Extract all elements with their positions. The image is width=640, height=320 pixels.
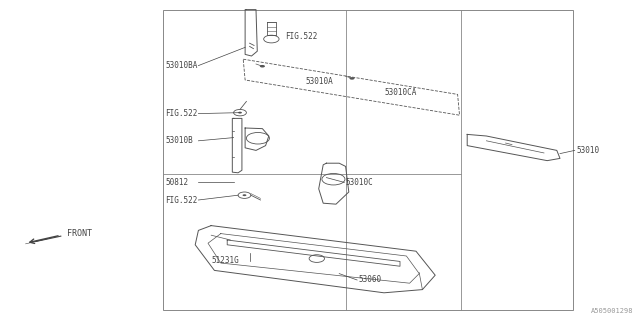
- Text: 51231G: 51231G: [211, 256, 239, 265]
- Text: 53010B: 53010B: [165, 136, 193, 145]
- Text: 53010BA: 53010BA: [165, 61, 198, 70]
- Circle shape: [349, 77, 355, 80]
- Text: 53010CA: 53010CA: [384, 88, 417, 97]
- Circle shape: [243, 194, 246, 196]
- Bar: [163, 10, 573, 310]
- Circle shape: [260, 65, 265, 68]
- Text: FIG.522: FIG.522: [165, 109, 198, 118]
- Text: A505001298: A505001298: [591, 308, 634, 314]
- Text: 53010C: 53010C: [346, 178, 373, 187]
- Text: 53010: 53010: [576, 146, 599, 155]
- Text: 53060: 53060: [358, 276, 381, 284]
- Text: FIG.522: FIG.522: [165, 196, 198, 204]
- Text: FIG.522: FIG.522: [285, 32, 317, 41]
- Circle shape: [238, 112, 242, 114]
- Text: FRONT: FRONT: [67, 229, 92, 238]
- Text: 50812: 50812: [165, 178, 188, 187]
- Text: 53010A: 53010A: [306, 77, 333, 86]
